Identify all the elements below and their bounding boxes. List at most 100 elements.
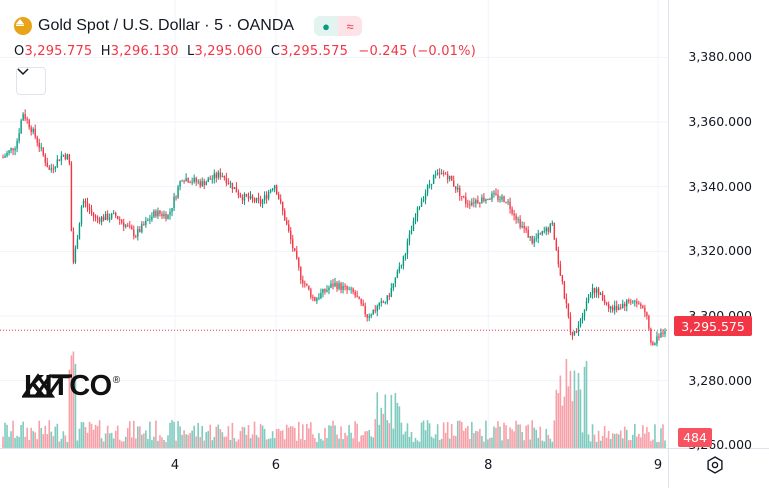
candle-body xyxy=(426,185,429,194)
volume-bar xyxy=(553,420,556,448)
volume-bar xyxy=(189,432,191,448)
candle-body xyxy=(545,227,547,232)
settings-button[interactable] xyxy=(706,456,728,478)
status-dot-icon[interactable]: ● xyxy=(314,16,339,36)
volume-bar xyxy=(239,431,242,448)
candle-body xyxy=(511,208,513,214)
volume-bar xyxy=(601,436,604,448)
volume-bar xyxy=(96,426,99,448)
volume-bar xyxy=(249,438,252,448)
candle-body xyxy=(4,156,6,158)
candle-body xyxy=(169,211,171,215)
candle-body xyxy=(98,218,101,222)
volume-bar xyxy=(593,434,596,448)
low-key: L xyxy=(187,44,195,59)
candle-body xyxy=(211,178,213,180)
volume-bar xyxy=(581,432,584,448)
candle-body xyxy=(135,236,137,238)
volume-bar xyxy=(173,421,175,448)
volume-bar xyxy=(595,441,598,448)
candle-body xyxy=(213,173,215,179)
volume-bar xyxy=(444,432,447,448)
candle-body xyxy=(58,159,61,161)
volume-bar xyxy=(452,435,455,448)
candle-body xyxy=(581,316,584,320)
candle-body xyxy=(662,332,664,334)
collapse-legend-button[interactable] xyxy=(16,67,46,95)
volume-bar xyxy=(638,433,640,448)
volume-bar xyxy=(56,423,59,448)
candle-body xyxy=(408,234,411,242)
volume-bar xyxy=(579,389,582,448)
candle-body xyxy=(217,172,220,178)
candle-body xyxy=(471,202,473,206)
candle-body xyxy=(561,275,564,282)
candle-body xyxy=(644,307,646,313)
candle-body xyxy=(448,176,451,180)
candle-body xyxy=(310,289,312,298)
volume-bar xyxy=(175,440,177,448)
volume-bar xyxy=(346,435,348,448)
volume-bar xyxy=(241,426,244,448)
candle-body xyxy=(298,258,300,268)
candle-body xyxy=(607,304,610,309)
volume-bar xyxy=(613,433,616,448)
volume-bar xyxy=(108,433,111,448)
volume-bar xyxy=(257,437,260,448)
symbol-title[interactable]: Gold Spot / U.S. Dollar · 5 · OANDA xyxy=(38,17,295,34)
candle-body xyxy=(88,207,91,210)
candle-body xyxy=(314,297,316,301)
candle-body xyxy=(451,176,453,181)
volume-bar xyxy=(589,441,592,448)
price-tick-label: 3,320.000 xyxy=(688,243,752,259)
volume-bar xyxy=(193,425,195,448)
volume-bar xyxy=(469,439,471,448)
volume-bar xyxy=(477,431,479,448)
kitco-mark-icon xyxy=(22,373,72,398)
candle-body xyxy=(595,288,598,293)
volume-bar xyxy=(291,426,294,448)
candle-body xyxy=(394,277,397,284)
candle-body xyxy=(605,302,608,305)
volume-bar xyxy=(281,430,284,448)
volume-bar xyxy=(338,438,340,448)
volume-bar xyxy=(163,439,165,448)
volume-bar xyxy=(120,441,123,448)
candle-body xyxy=(392,283,395,288)
candle-body xyxy=(374,310,376,312)
candle-body xyxy=(233,187,236,190)
volume-bar xyxy=(491,437,493,448)
market-status[interactable]: ● ≈ xyxy=(314,16,363,36)
candle-body xyxy=(424,193,427,200)
volume-bar xyxy=(442,422,445,448)
volume-bar xyxy=(519,424,521,448)
wave-icon[interactable]: ≈ xyxy=(338,16,363,36)
candle-body xyxy=(632,301,634,303)
close-value: 3,295.575 xyxy=(280,44,349,59)
volume-bar xyxy=(464,428,467,448)
volume-bar xyxy=(139,426,141,448)
volume-bar xyxy=(344,432,346,448)
candle-body xyxy=(597,288,600,295)
candle-body xyxy=(368,316,370,318)
volume-value-tag: 484 xyxy=(678,428,712,447)
time-tick-label: 8 xyxy=(484,458,493,473)
candle-body xyxy=(521,225,523,228)
candle-body xyxy=(559,264,562,276)
volume-bar xyxy=(509,427,511,448)
candle-body xyxy=(579,319,582,327)
candle-body xyxy=(465,197,467,204)
candle-body xyxy=(350,288,352,290)
candle-body xyxy=(78,223,81,240)
volume-bar xyxy=(551,441,554,448)
volume-bar xyxy=(533,427,536,448)
volume-bar xyxy=(191,430,193,448)
volume-bar xyxy=(543,441,546,448)
volume-bar xyxy=(84,427,87,448)
volume-bar xyxy=(354,421,356,448)
candle-body xyxy=(175,196,177,198)
volume-bar xyxy=(412,441,415,448)
candle-body xyxy=(430,183,433,185)
